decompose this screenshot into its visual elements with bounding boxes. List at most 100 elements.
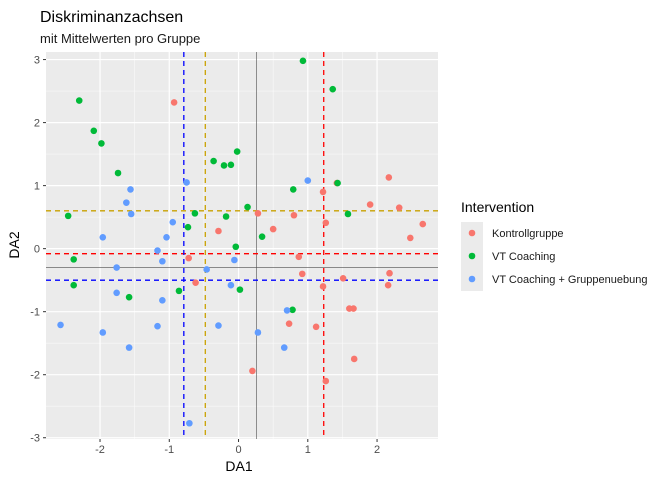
data-point xyxy=(192,279,199,286)
data-point xyxy=(98,140,105,147)
data-point xyxy=(322,377,330,385)
data-point xyxy=(289,186,297,193)
data-point xyxy=(236,286,244,293)
chart-title: Diskriminanzachsen xyxy=(40,9,183,26)
data-point xyxy=(419,220,427,228)
data-point xyxy=(280,344,288,351)
data-point xyxy=(154,322,161,330)
legend: Intervention Kontrollgruppe VT Coaching VT… xyxy=(461,199,647,291)
data-point xyxy=(169,218,177,226)
data-point xyxy=(285,320,293,327)
data-point xyxy=(159,257,166,265)
data-point xyxy=(386,269,393,277)
data-point xyxy=(254,329,262,336)
y-tick-label: -3 xyxy=(30,433,40,445)
legend-label: VT Coaching xyxy=(492,251,555,263)
data-point xyxy=(57,321,64,329)
data-point xyxy=(215,227,222,235)
data-point xyxy=(123,199,130,206)
y-axis-title: DA2 xyxy=(6,231,22,258)
data-point xyxy=(339,274,347,282)
x-axis-title: DA1 xyxy=(225,458,252,474)
data-point xyxy=(186,419,193,427)
plot-panel xyxy=(46,52,438,439)
data-point xyxy=(70,256,78,263)
data-point xyxy=(183,179,190,186)
legend-label: Kontrollgruppe xyxy=(492,228,564,240)
y-tick-label: -1 xyxy=(30,307,40,319)
group-mean-lines xyxy=(46,52,438,439)
data-point xyxy=(70,281,78,289)
data-point xyxy=(154,247,161,254)
data-point xyxy=(244,203,251,211)
data-point xyxy=(125,344,133,351)
legend-key xyxy=(468,252,476,260)
data-point xyxy=(295,253,303,261)
y-tick-label: 1 xyxy=(34,181,40,193)
data-point xyxy=(90,127,98,135)
y-tick-label: 2 xyxy=(34,118,40,130)
data-point xyxy=(249,367,256,375)
data-point xyxy=(366,201,374,208)
x-tick-label: -1 xyxy=(164,444,174,456)
x-tick-label: -2 xyxy=(95,444,105,456)
data-point xyxy=(299,57,307,65)
data-point xyxy=(127,210,135,218)
data-point xyxy=(185,254,192,262)
data-point xyxy=(170,99,178,106)
data-point xyxy=(175,287,183,295)
data-point xyxy=(406,234,414,242)
data-point xyxy=(222,213,230,220)
data-point xyxy=(113,264,120,271)
data-point xyxy=(75,97,83,104)
data-point xyxy=(64,212,72,220)
data-point xyxy=(385,174,393,181)
legend-title: Intervention xyxy=(461,199,534,215)
y-tick-label: -2 xyxy=(30,370,40,382)
legend-key xyxy=(468,275,476,283)
data-point xyxy=(298,270,306,278)
data-point xyxy=(312,323,320,331)
data-point xyxy=(227,281,235,289)
data-point xyxy=(210,157,217,165)
data-point xyxy=(319,283,327,290)
data-point xyxy=(227,161,235,169)
data-point xyxy=(233,148,241,155)
data-point xyxy=(344,210,352,218)
data-point xyxy=(269,225,277,233)
data-point xyxy=(184,223,192,231)
x-tick-label: 0 xyxy=(235,444,241,456)
x-axis-ticks: -2 -1 0 1 2 xyxy=(95,439,380,456)
data-point xyxy=(254,210,262,217)
legend-key xyxy=(468,229,476,237)
data-point xyxy=(125,293,133,301)
data-point xyxy=(220,162,228,169)
data-point xyxy=(334,179,341,187)
data-point xyxy=(290,211,298,219)
data-point xyxy=(329,85,337,93)
legend-items: Kontrollgruppe VT Coaching VT Coaching + G… xyxy=(461,222,647,291)
y-tick-label: 0 xyxy=(34,244,40,256)
data-point xyxy=(232,243,240,251)
data-point xyxy=(322,219,330,227)
x-tick-label: 2 xyxy=(374,444,380,456)
data-point xyxy=(215,322,222,329)
legend-label: VT Coaching + Gruppenuebung xyxy=(492,274,647,286)
data-point xyxy=(159,297,166,304)
data-point xyxy=(163,234,170,241)
data-points xyxy=(57,57,427,427)
data-point xyxy=(350,305,357,312)
data-point xyxy=(127,186,134,193)
data-point xyxy=(304,177,312,184)
data-point xyxy=(258,233,266,240)
data-point xyxy=(99,329,107,336)
data-point xyxy=(114,169,122,177)
chart-subtitle: mit Mittelwerten pro Gruppe xyxy=(40,31,200,46)
data-point xyxy=(191,210,199,217)
x-tick-label: 1 xyxy=(305,444,311,456)
data-point xyxy=(203,266,210,273)
data-point xyxy=(113,289,120,297)
data-point xyxy=(231,256,238,264)
data-point xyxy=(350,355,358,363)
